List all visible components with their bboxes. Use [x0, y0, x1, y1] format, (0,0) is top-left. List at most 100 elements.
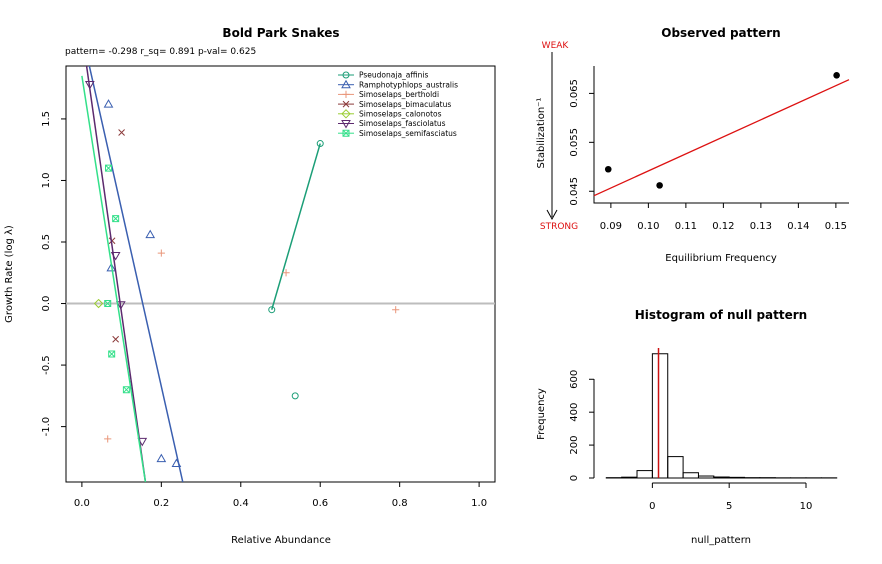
legend-marker [342, 100, 350, 108]
data-point [103, 99, 114, 108]
x-tick-label: 0.15 [825, 221, 847, 232]
data-point [108, 237, 116, 245]
weak-label: WEAK [542, 41, 570, 51]
data-point [145, 229, 156, 239]
panel1-y-axis: -1.0 -0.5 0.0 0.5 1.0 1.5 [41, 111, 66, 436]
legend-marker [342, 129, 350, 137]
data-point [105, 164, 113, 172]
panel3-y-label: Frequency [536, 388, 547, 440]
series-fit-line [88, 66, 184, 482]
x-tick-label: 0.6 [312, 498, 328, 509]
data-point [108, 350, 116, 358]
data-point [316, 140, 324, 148]
data-point [137, 437, 148, 447]
panel1-title: Bold Park Snakes [222, 26, 339, 40]
strength-arrow-head [546, 209, 558, 221]
panel3-y-axis: 0 200 400 600 [569, 370, 594, 481]
data-point [112, 215, 120, 223]
panel1-y-label: Growth Rate (log λ) [4, 225, 15, 323]
histogram-bar [651, 353, 669, 479]
panel2-y-axis: 0.045 0.055 0.065 [569, 79, 594, 206]
x-tick-label: 1.0 [471, 498, 487, 509]
fit-line [593, 79, 850, 197]
histogram-bar [728, 476, 746, 479]
x-tick-label: 0.10 [637, 221, 659, 232]
data-point [84, 80, 95, 90]
data-point [268, 306, 276, 314]
histogram-bar [682, 472, 699, 479]
y-tick-label: 1.0 [41, 173, 52, 189]
x-tick-label: 0.0 [74, 498, 90, 509]
data-point [106, 262, 117, 272]
y-tick-label: 400 [569, 403, 580, 422]
y-tick-label: 0.045 [569, 177, 580, 206]
legend-marker [341, 79, 351, 89]
x-tick-label: 0 [649, 501, 655, 512]
panel2-x-axis: 0.09 0.10 0.11 0.12 0.13 0.14 0.15 [600, 203, 847, 232]
data-point [171, 458, 182, 468]
observed-point [833, 71, 840, 79]
legend-marker [342, 71, 350, 79]
panel3-x-label: null_pattern [691, 535, 751, 546]
data-point [115, 301, 126, 310]
panel2-y-label: Stabilization⁻¹ [536, 98, 547, 169]
data-point [157, 249, 165, 257]
panel3-marks [605, 348, 838, 479]
x-tick-label: 0.11 [675, 221, 697, 232]
legend-label: Simoselaps_semifasciatus [359, 129, 457, 138]
x-tick-label: 5 [726, 501, 732, 512]
legend-label: Simoselaps_fasciolatus [359, 119, 446, 128]
panel3-x-axis: 0 5 10 [649, 482, 813, 512]
growth-rate-panel: Bold Park Snakes pattern= -0.298 r_sq= 0… [4, 26, 496, 546]
x-tick-label: 0.14 [787, 221, 809, 232]
histogram-bar [713, 476, 730, 479]
data-point [112, 335, 120, 343]
legend-label: Ramphotyphlops_australis [359, 80, 458, 89]
x-tick-label: 0.12 [712, 221, 734, 232]
series-fit-line [271, 143, 321, 310]
panel1-x-axis: 0.0 0.2 0.4 0.6 0.8 1.0 [74, 482, 487, 509]
x-tick-label: 0.13 [750, 221, 772, 232]
panel2-axes [593, 66, 849, 204]
data-point [118, 129, 125, 136]
panel1-x-label: Relative Abundance [231, 535, 331, 546]
panel3-title: Histogram of null pattern [635, 308, 807, 322]
y-tick-label: 0 [569, 475, 580, 481]
data-point [392, 306, 400, 314]
y-tick-label: 200 [569, 436, 580, 455]
legend-marker [342, 90, 350, 98]
panel2-title: Observed pattern [661, 26, 780, 40]
legend-label: Simoselaps_bimaculatus [359, 100, 451, 109]
x-tick-label: 10 [800, 501, 813, 512]
panel2-marks [593, 71, 850, 197]
panel1-plot-frame [65, 65, 496, 483]
histogram-bar [697, 475, 715, 479]
data-point [93, 298, 104, 309]
panel1-marks [66, 66, 495, 482]
y-tick-label: 0.065 [569, 79, 580, 108]
panel1-legend: Pseudonaja_affinisRamphotyphlops_austral… [338, 71, 458, 138]
x-tick-label: 0.8 [392, 498, 408, 509]
legend-label: Pseudonaja_affinis [359, 71, 428, 80]
y-tick-label: -0.5 [41, 355, 52, 375]
histogram-bar [667, 456, 684, 479]
null-histogram-panel: Histogram of null pattern 0 5 10 0 200 400 60… [536, 308, 838, 546]
y-tick-label: -1.0 [41, 417, 52, 437]
data-point [291, 392, 299, 400]
x-tick-label: 0.09 [600, 221, 622, 232]
histogram-bar [621, 476, 638, 479]
legend-label: Simoselaps_calonotos [359, 110, 442, 119]
observed-point [656, 182, 663, 189]
y-tick-label: 0.5 [41, 234, 52, 250]
series-fit-line [81, 75, 147, 482]
y-tick-label: 1.5 [41, 111, 52, 127]
data-point [156, 453, 167, 463]
y-tick-label: 600 [569, 370, 580, 389]
data-point [104, 435, 112, 443]
panel1-clip-group [66, 66, 495, 482]
observed-point [604, 165, 612, 173]
series-fit-line [85, 66, 147, 482]
data-point [110, 252, 121, 261]
y-tick-label: 0.055 [569, 128, 580, 157]
